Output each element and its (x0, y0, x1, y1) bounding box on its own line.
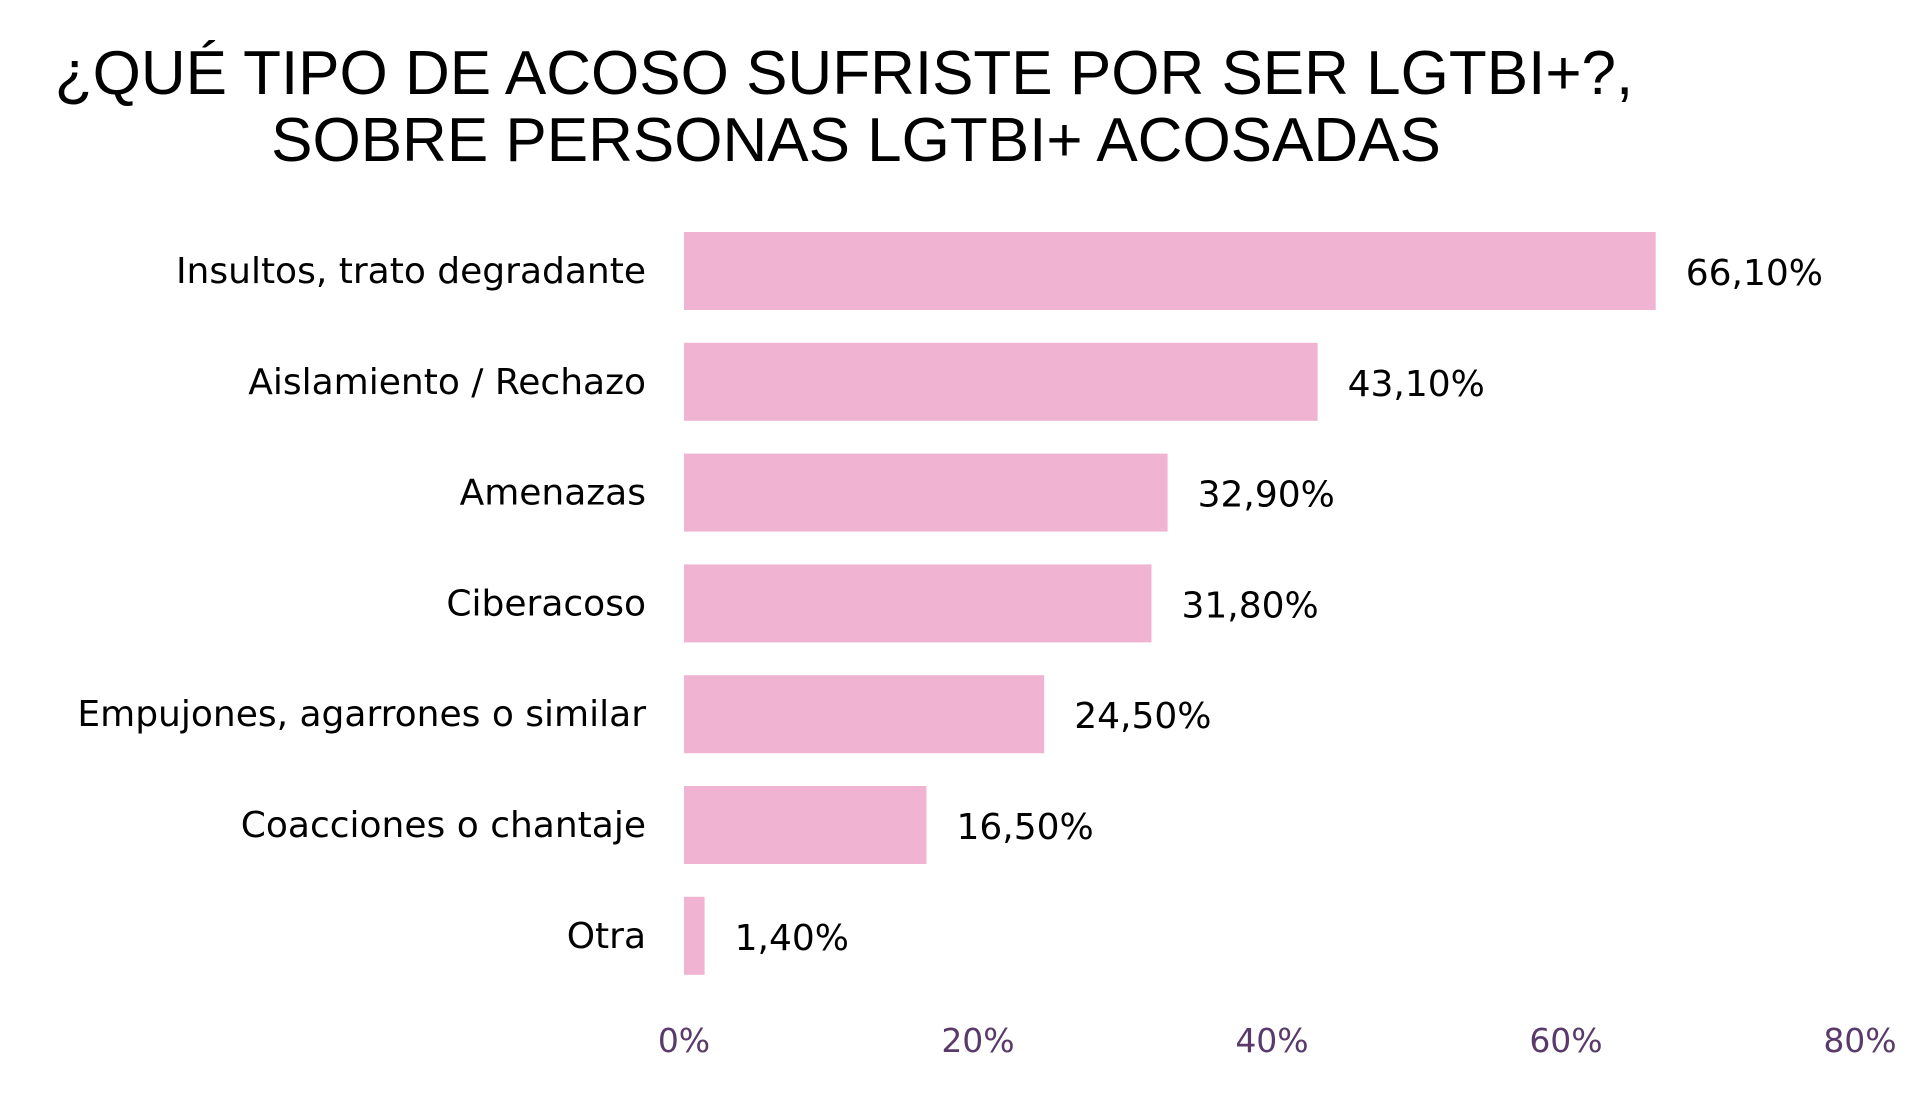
x-tick-label: 20% (941, 1021, 1014, 1060)
category-label: Otra (567, 916, 646, 957)
bar (684, 232, 1656, 310)
category-label: Insultos, trato degradante (176, 251, 646, 292)
data-label: 24,50% (1074, 696, 1211, 737)
category-labels: Insultos, trato degradante Aislamiento / … (77, 251, 646, 957)
bar (684, 675, 1045, 754)
category-label: Coacciones o chantaje (241, 805, 646, 846)
data-label: 66,10% (1686, 253, 1823, 294)
category-label: Ciberacoso (446, 583, 646, 624)
value-labels: 66,10% 43,10% 32,90% 31,80% 24,50% 16,50% 1,40… (735, 253, 1823, 959)
x-tick-label: 40% (1235, 1021, 1308, 1060)
bar (684, 786, 927, 864)
x-axis-ticks: 0% 20% 40% 60% 80% (658, 1021, 1897, 1060)
x-tick-label: 80% (1823, 1021, 1896, 1060)
data-label: 31,80% (1182, 585, 1319, 626)
data-label: 1,40% (735, 918, 849, 959)
x-tick-label: 0% (658, 1021, 710, 1060)
bars (684, 232, 1656, 975)
chart-title-line-1: ¿QUÉ TIPO DE ACOSO SUFRISTE POR SER LGTB… (55, 39, 1634, 108)
data-label: 32,90% (1198, 475, 1335, 516)
x-tick-label: 60% (1529, 1021, 1602, 1060)
bar (684, 896, 705, 975)
category-label: Empujones, agarrones o similar (77, 694, 646, 735)
data-label: 16,50% (957, 807, 1094, 848)
bar (684, 453, 1168, 532)
bar (684, 564, 1152, 643)
chart-title: ¿QUÉ TIPO DE ACOSO SUFRISTE POR SER LGTB… (55, 39, 1634, 175)
category-label: Amenazas (460, 473, 646, 514)
bar (684, 342, 1318, 421)
data-label: 43,10% (1348, 364, 1485, 405)
category-label: Aislamiento / Rechazo (248, 362, 646, 403)
chart-title-line-2: SOBRE PERSONAS LGTBI+ ACOSADAS (271, 106, 1441, 175)
